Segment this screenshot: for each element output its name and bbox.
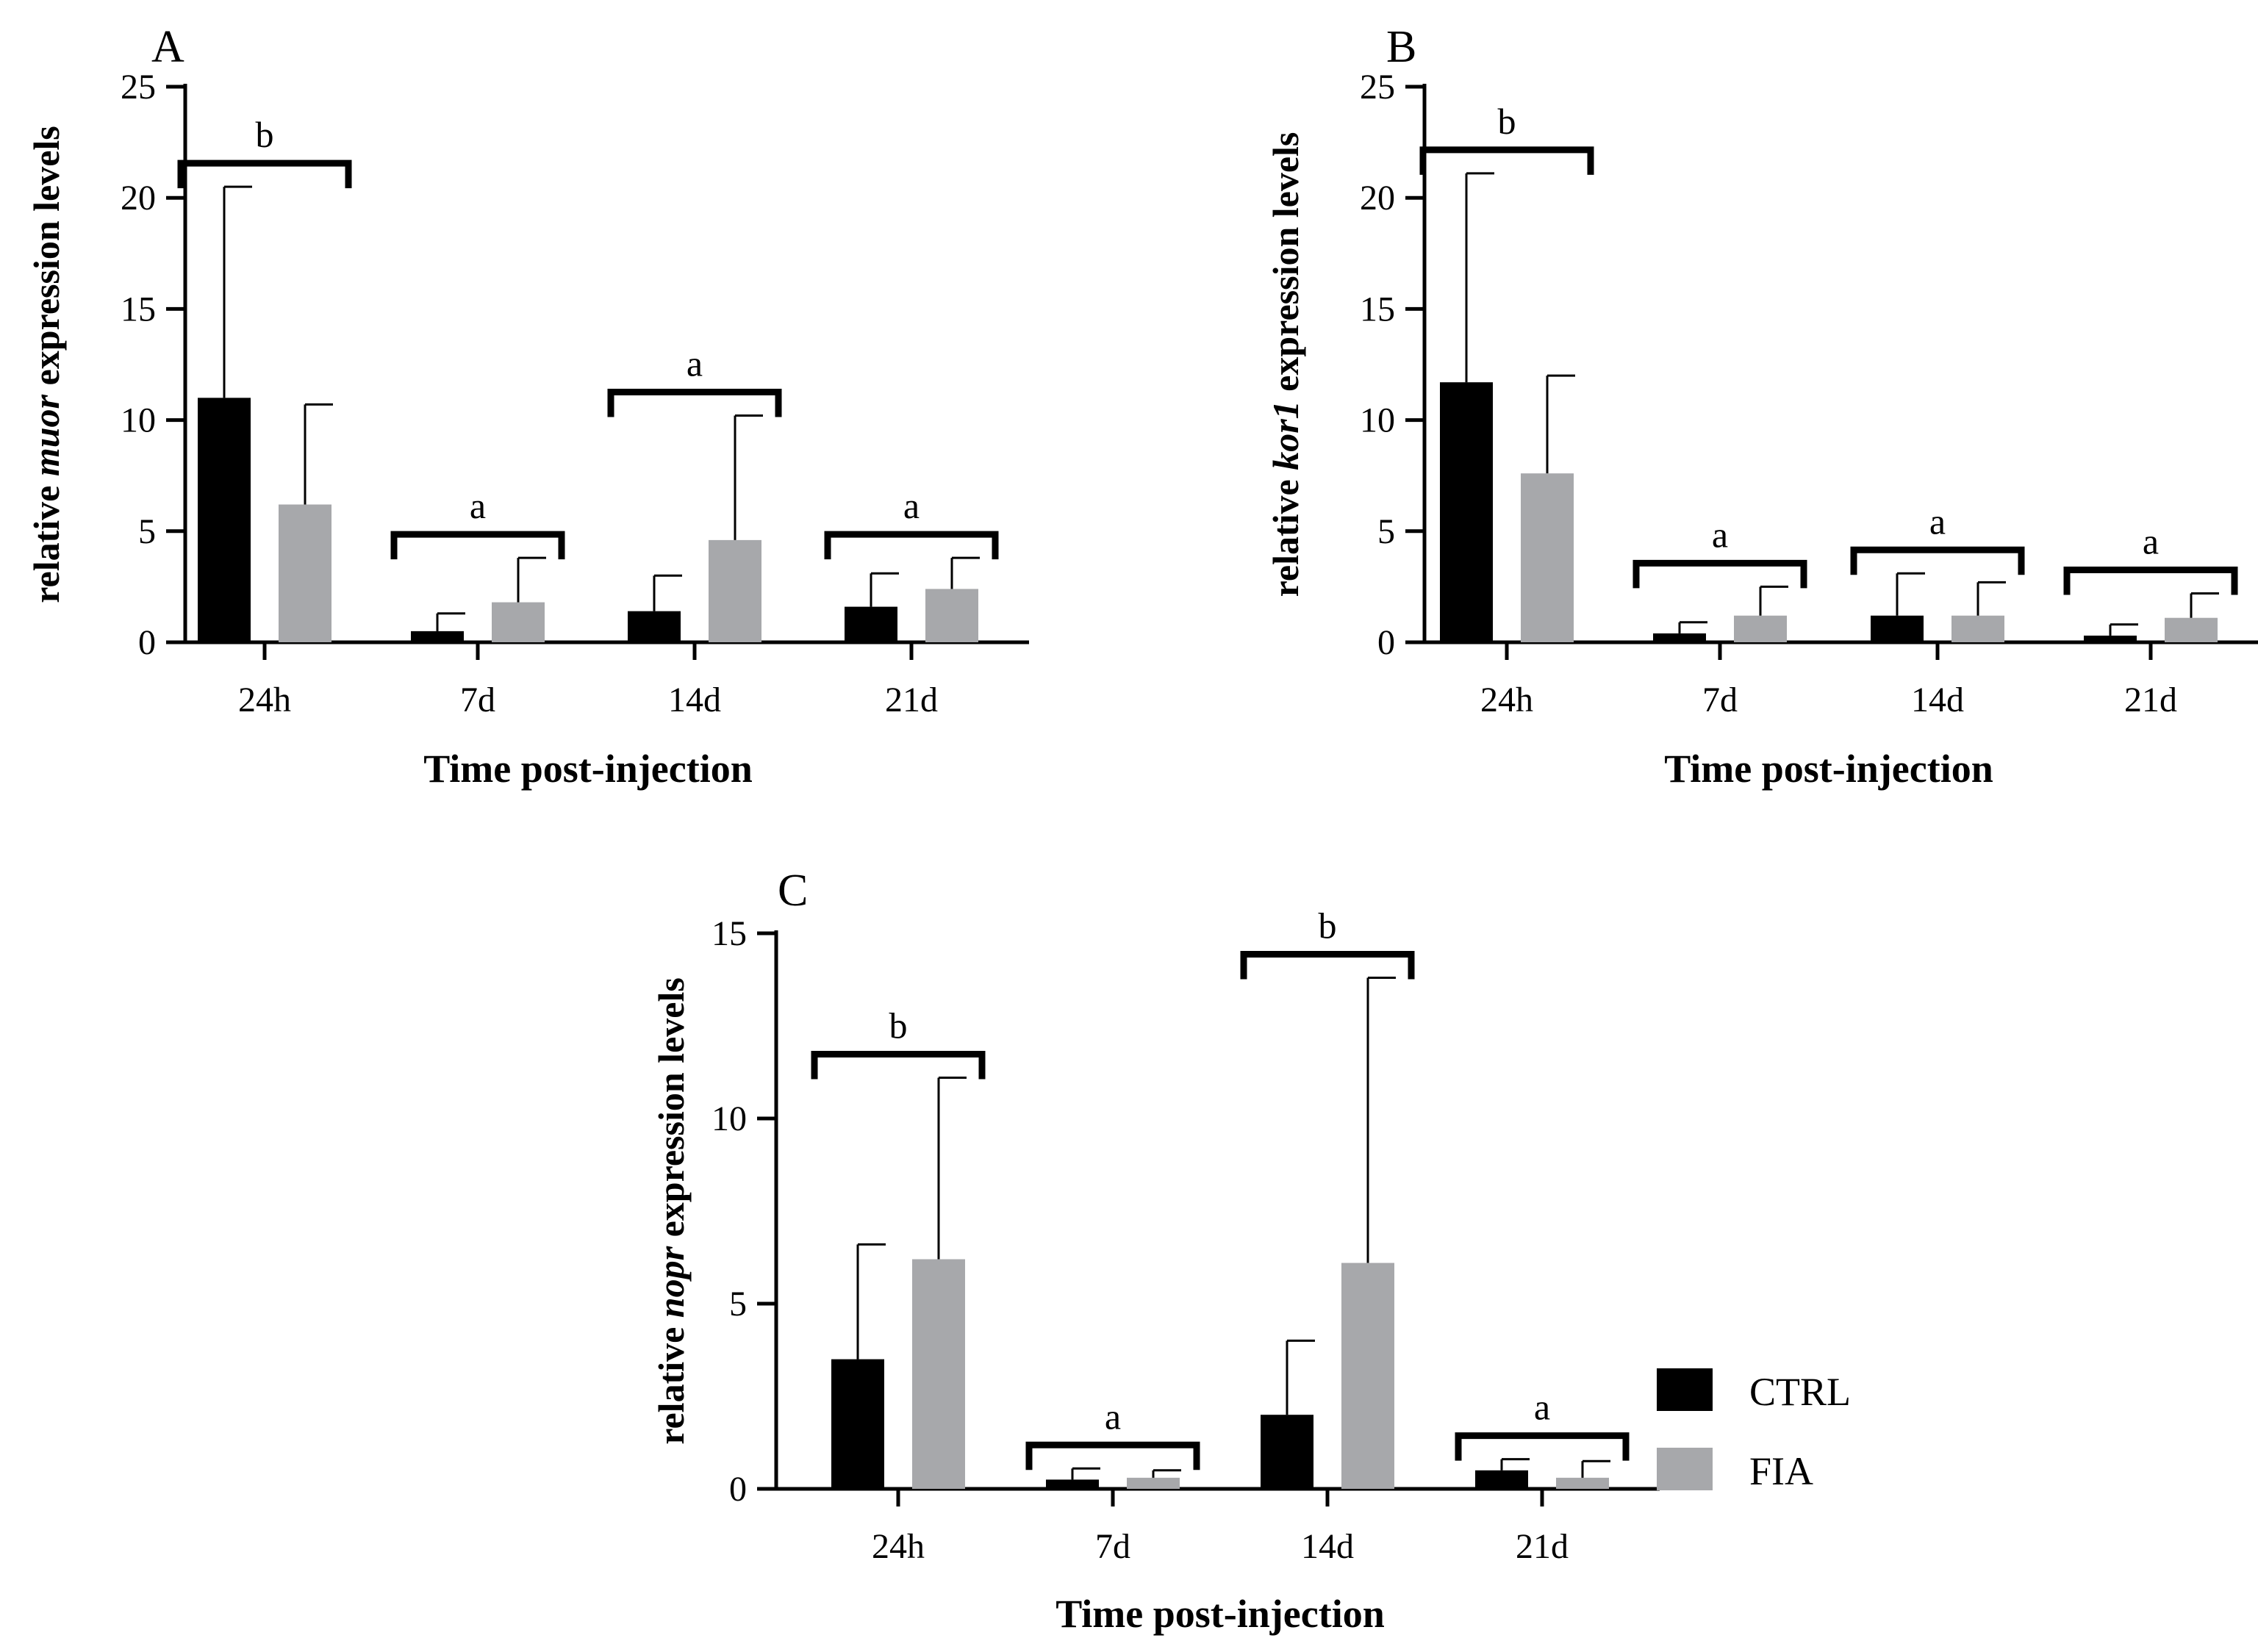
- panel-c-bar-ctrl: [1261, 1415, 1313, 1489]
- panel-c-bar-fia: [912, 1259, 965, 1489]
- panel-b-x-tick-label: 21d: [2124, 680, 2177, 719]
- panel-c-y-tick-label: 0: [729, 1470, 747, 1509]
- panel-a-bar-fia: [925, 589, 978, 642]
- panel-a-y-axis-title-prefix: relative: [26, 476, 67, 603]
- panel-c-bar-fia: [1341, 1263, 1394, 1489]
- panel-a-letter: A: [151, 22, 184, 72]
- panel-b-x-tick-label: 24h: [1480, 680, 1533, 719]
- panel-c-letter: C: [778, 866, 808, 916]
- panel-c-significance-letter: a: [1105, 1396, 1121, 1437]
- panel-c-bar-fia: [1556, 1477, 1609, 1489]
- panel-c-x-tick-label: 21d: [1516, 1527, 1569, 1566]
- panel-b-y-axis-title-gene: kor1: [1265, 401, 1306, 470]
- panel-c-significance-letter: a: [1534, 1387, 1550, 1428]
- panel-c-y-axis-title: relative nopr expression levels: [650, 977, 692, 1445]
- panel-b-significance-bracket: [1419, 146, 1594, 175]
- panel-a-y-tick-label: 10: [121, 401, 156, 440]
- panel-b-letter: B: [1386, 22, 1416, 72]
- panel-a-significance-bracket: [177, 159, 352, 189]
- panel-b-bar-ctrl: [1871, 615, 1924, 642]
- panel-b-y-tick-label: 10: [1360, 401, 1395, 440]
- panel-a-significance-bracket: [390, 531, 565, 560]
- panel-a-y-tick-label: 0: [138, 623, 156, 662]
- panel-b-bar-ctrl: [1653, 633, 1706, 642]
- panel-c-x-tick-label: 24h: [872, 1527, 925, 1566]
- panel-a-y-tick-label: 20: [121, 179, 156, 218]
- panel-a: A 0 5 10 15 20 25 24h b 7d a 14d a 21d a Time post-inje…: [26, 22, 1029, 791]
- panel-c-significance-letter: b: [889, 1005, 908, 1046]
- panel-a-y-axis-title-gene: muor: [26, 394, 67, 476]
- panel-c-bar-ctrl: [1046, 1479, 1099, 1489]
- panel-b-x-axis-title: Time post-injection: [1664, 747, 1993, 791]
- panel-a-bar-ctrl: [198, 398, 251, 642]
- panel-c-y-axis-title-gene: nopr: [650, 1246, 692, 1318]
- panel-a-bar-fia: [709, 539, 761, 642]
- panel-b-x-tick-label: 7d: [1702, 680, 1738, 719]
- panel-c-significance-letter: b: [1319, 905, 1337, 946]
- panel-a-significance-bracket: [607, 389, 782, 417]
- panel-b: B 0 5 10 15 20 25 24h b 7d a 14d a 21d a Time post-inje…: [1265, 22, 2258, 791]
- panel-b-y-tick-label: 5: [1377, 512, 1395, 551]
- panel-b-bar-fia: [1951, 615, 2004, 642]
- panel-c-x-tick-label: 14d: [1301, 1527, 1354, 1566]
- panel-c-y-tick-label: 15: [712, 914, 747, 953]
- panel-c-y-tick-label: 10: [712, 1099, 747, 1138]
- panel-b-significance-letter: b: [1498, 101, 1516, 142]
- panel-a-bar-fia: [279, 504, 331, 642]
- panel-b-y-tick-label: 0: [1377, 623, 1395, 662]
- panel-a-x-tick-label: 21d: [885, 680, 938, 719]
- panel-c-y-axis-title-suffix: expression levels: [650, 977, 692, 1246]
- panel-b-y-axis-title-prefix: relative: [1265, 470, 1306, 597]
- panel-a-significance-letter: a: [470, 485, 486, 526]
- panel-b-x-tick-label: 14d: [1911, 680, 1964, 719]
- panel-b-significance-bracket: [1632, 559, 1807, 589]
- panel-c-significance-bracket: [1240, 950, 1415, 980]
- panel-b-bar-ctrl: [1440, 382, 1493, 642]
- panel-a-significance-letter: b: [256, 114, 274, 155]
- panel-a-y-tick-label: 15: [121, 290, 156, 328]
- panel-a-bar-ctrl: [845, 606, 897, 642]
- panel-b-bar-fia: [1521, 473, 1574, 642]
- panel-b-y-axis-title: relative kor1 expression levels: [1265, 132, 1306, 597]
- panel-a-significance-bracket: [824, 531, 999, 560]
- panel-b-bar-ctrl: [2084, 635, 2137, 642]
- panel-a-x-axis-title: Time post-injection: [423, 747, 752, 791]
- panel-b-significance-letter: a: [2143, 520, 2159, 561]
- panel-b-significance-letter: a: [1929, 500, 1946, 542]
- panel-b-y-tick-label: 20: [1360, 179, 1395, 218]
- panel-c-significance-bracket: [1025, 1441, 1200, 1470]
- panel-a-y-tick-label: 25: [121, 68, 156, 107]
- panel-a-y-axis-title-suffix: expression levels: [26, 126, 67, 395]
- panel-b-y-tick-label: 15: [1360, 290, 1395, 328]
- panel-c: C 0 5 10 15 24h b 7d a 14d b 21d a Time post-injectio…: [650, 866, 1660, 1636]
- panel-a-x-tick-label: 24h: [238, 680, 291, 719]
- panel-a-bar-fia: [492, 602, 545, 642]
- panel-b-significance-letter: a: [1712, 514, 1728, 555]
- panel-b-significance-bracket: [2063, 566, 2238, 595]
- panel-b-y-tick-label: 25: [1360, 68, 1395, 107]
- panel-c-bar-fia: [1127, 1477, 1180, 1489]
- panel-a-bar-ctrl: [411, 631, 464, 642]
- panel-c-y-axis-title-prefix: relative: [650, 1318, 692, 1445]
- panel-a-y-axis-title: relative muor expression levels: [26, 126, 67, 603]
- panel-c-x-axis-title: Time post-injection: [1055, 1592, 1384, 1636]
- panel-b-bar-fia: [1734, 615, 1787, 642]
- panel-a-x-tick-label: 14d: [668, 680, 721, 719]
- panel-a-bar-ctrl: [628, 611, 681, 642]
- panel-a-significance-letter: a: [903, 485, 920, 526]
- panel-c-x-tick-label: 7d: [1095, 1527, 1130, 1566]
- panel-c-significance-bracket: [1455, 1432, 1630, 1461]
- panel-c-significance-bracket: [811, 1051, 986, 1080]
- panel-b-bar-fia: [2165, 617, 2218, 642]
- panel-b-y-axis-title-suffix: expression levels: [1265, 132, 1306, 401]
- panel-c-bar-ctrl: [1475, 1470, 1528, 1489]
- panel-a-y-tick-label: 5: [138, 512, 156, 551]
- panel-a-x-tick-label: 7d: [460, 680, 495, 719]
- panel-c-y-tick-label: 5: [729, 1285, 747, 1324]
- panel-a-significance-letter: a: [687, 343, 703, 384]
- panel-c-bar-ctrl: [831, 1359, 884, 1489]
- panel-b-significance-bracket: [1850, 546, 2025, 575]
